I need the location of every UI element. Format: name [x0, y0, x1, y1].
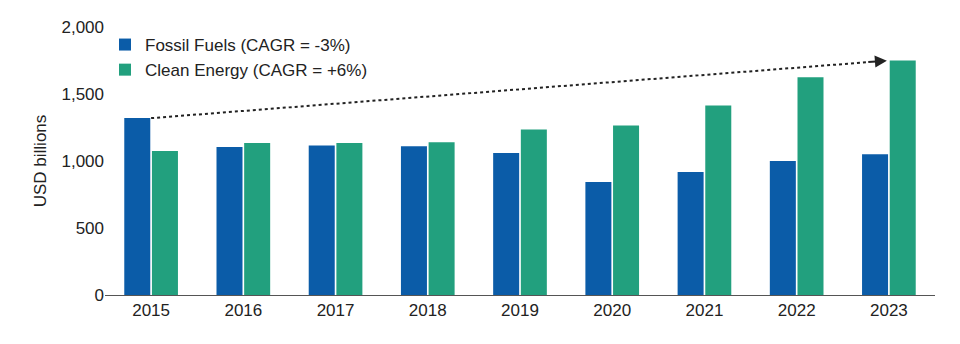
svg-text:1,500: 1,500	[61, 85, 104, 104]
svg-text:0: 0	[95, 286, 104, 305]
svg-text:500: 500	[76, 219, 104, 238]
svg-text:2019: 2019	[501, 301, 539, 320]
svg-text:2020: 2020	[593, 301, 631, 320]
svg-text:2018: 2018	[409, 301, 447, 320]
svg-text:2022: 2022	[778, 301, 816, 320]
svg-text:1,000: 1,000	[61, 152, 104, 171]
svg-text:2,000: 2,000	[61, 18, 104, 37]
svg-text:Clean Energy (CAGR = +6%): Clean Energy (CAGR = +6%)	[145, 61, 367, 80]
svg-text:Fossil Fuels (CAGR = -3%): Fossil Fuels (CAGR = -3%)	[145, 36, 350, 55]
svg-text:2023: 2023	[870, 301, 908, 320]
svg-text:2017: 2017	[317, 301, 355, 320]
svg-text:2015: 2015	[132, 301, 170, 320]
svg-text:2021: 2021	[686, 301, 724, 320]
svg-text:USD billions: USD billions	[31, 115, 50, 208]
svg-text:2016: 2016	[224, 301, 262, 320]
